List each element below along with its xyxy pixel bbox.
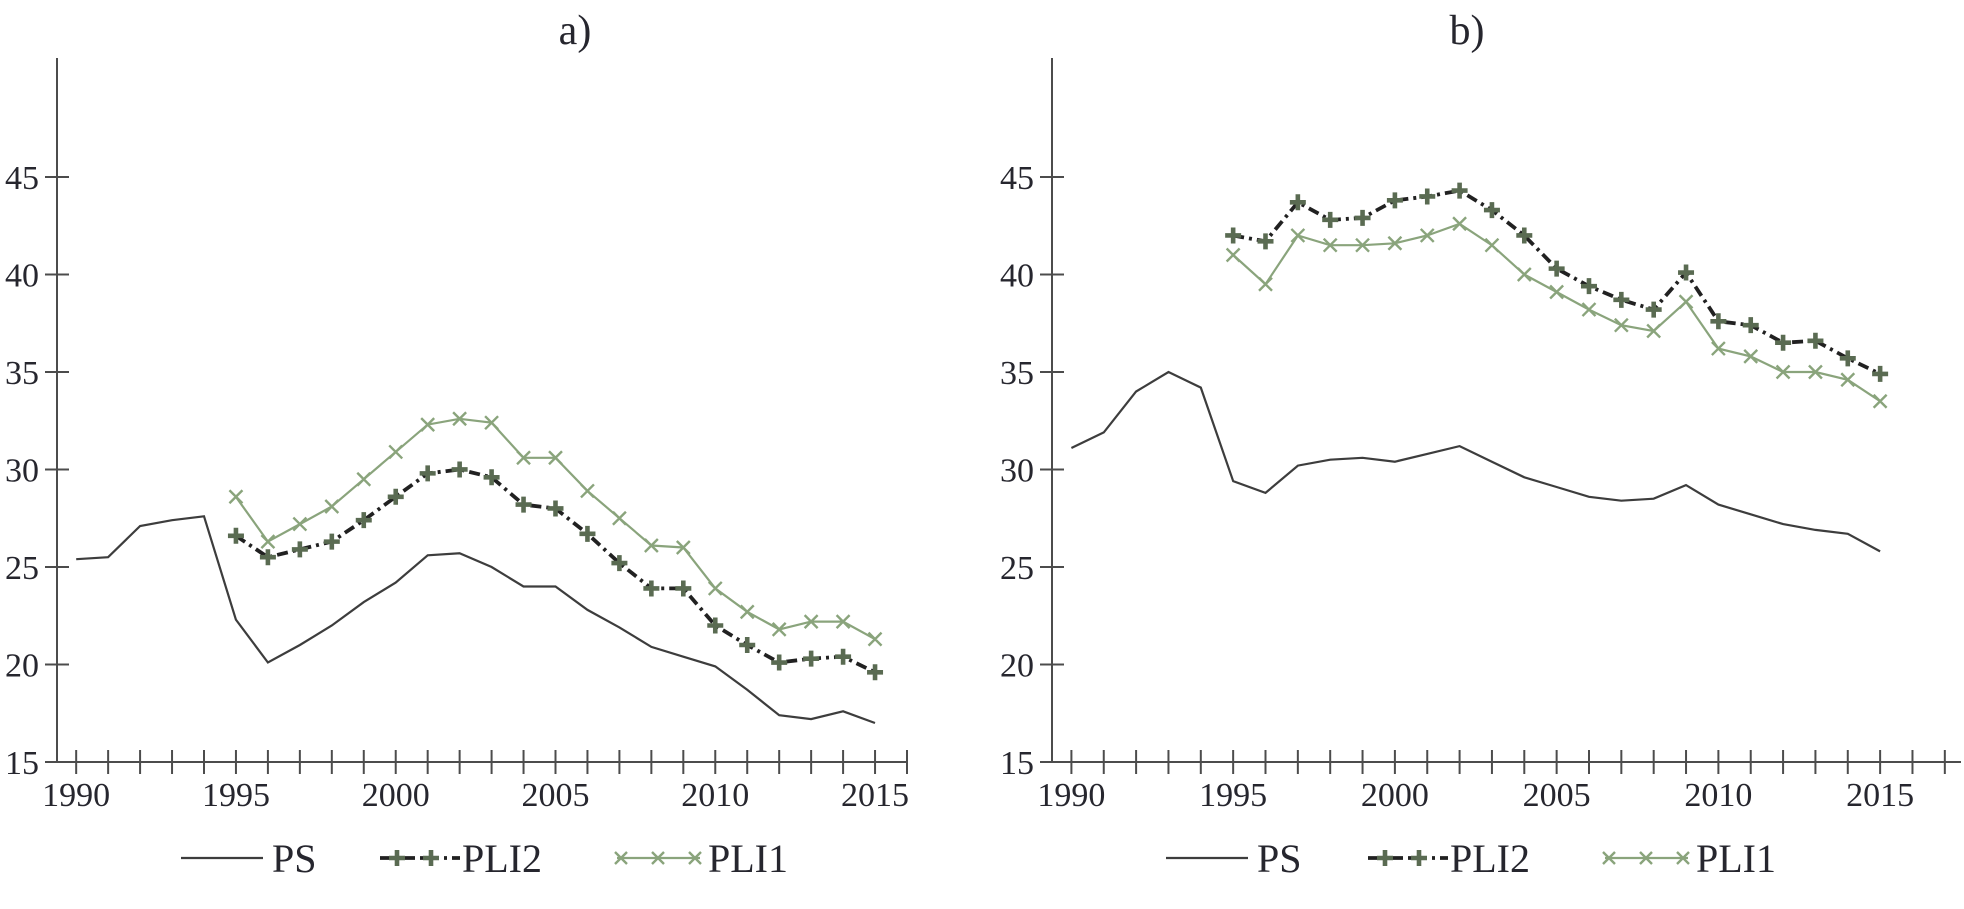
y-tick-label: 25: [1000, 550, 1034, 587]
y-tick-label: 45: [1000, 160, 1034, 197]
x-tick-label: 1990: [42, 777, 110, 814]
x-tick-label: 1995: [1199, 777, 1267, 814]
legend-pli1-label: PLI1: [1696, 836, 1776, 881]
series-ps-line: [76, 515, 876, 725]
series-pli1-markers: [228, 411, 883, 647]
x-tick-label: 2000: [1361, 777, 1429, 814]
y-tick-label: 45: [5, 160, 39, 197]
y-tick-label: 40: [1000, 257, 1034, 294]
legend-pli1-marker-sample: [1602, 851, 1690, 865]
y-tick-label: 35: [1000, 355, 1034, 392]
series-pli2-line: [234, 467, 876, 675]
y-tick-label: 25: [5, 550, 39, 587]
x-tick-label: 2005: [521, 777, 589, 814]
panel-b-title: b): [1450, 8, 1485, 54]
x-tick-label: 2000: [362, 777, 430, 814]
y-tick-label: 15: [5, 745, 39, 782]
series-pli2-line: [1232, 188, 1881, 376]
series-pli2-markers: [1225, 182, 1889, 382]
y-tick-label: 15: [1000, 745, 1034, 782]
series-pli1-line: [1232, 222, 1881, 403]
legend-pli2-label: PLI2: [1450, 836, 1530, 881]
legend-pli2-label: PLI2: [462, 836, 542, 881]
series-pli1-line: [235, 417, 876, 641]
y-tick-label: 35: [5, 355, 39, 392]
x-tick-label: 2010: [1684, 777, 1752, 814]
x-tick-label: 2010: [681, 777, 749, 814]
x-tick-label: 2015: [1846, 777, 1914, 814]
legend-pli2-marker-sample: [389, 850, 439, 866]
legend-pli1-marker-sample: [614, 851, 702, 865]
legend-ps-label: PS: [1257, 836, 1302, 881]
x-tick-label: 1995: [202, 777, 270, 814]
x-tick-label: 2005: [1523, 777, 1591, 814]
x-tick-label: 2015: [841, 777, 909, 814]
legend-ps-label: PS: [272, 836, 317, 881]
y-tick-label: 20: [1000, 647, 1034, 684]
series-ps-line: [1070, 370, 1881, 553]
x-tick-label: 1990: [1037, 777, 1105, 814]
y-tick-label: 30: [5, 452, 39, 489]
legend-pli2-marker-sample: [1377, 850, 1427, 866]
panel-b-legend: PS PLI2 PLI1: [1166, 836, 1776, 881]
y-tick-label: 30: [1000, 452, 1034, 489]
panel-b-plot: 1990 1995 2000 2005 2010 2015 15 20 25 30 35 40 45: [1000, 58, 1961, 814]
panel-a-title: a): [559, 8, 592, 54]
y-tick-label: 40: [5, 257, 39, 294]
legend-pli1-label: PLI1: [708, 836, 788, 881]
y-tick-label: 20: [5, 647, 39, 684]
series-pli2-markers: [227, 461, 884, 681]
series-pli1-markers: [1225, 216, 1888, 409]
panel-a-legend: PS PLI2 PLI1: [181, 836, 788, 881]
panel-a-plot: 1990 1995 2000 2005 2010 2015 15 20 25 30 35 40 45: [5, 58, 909, 814]
